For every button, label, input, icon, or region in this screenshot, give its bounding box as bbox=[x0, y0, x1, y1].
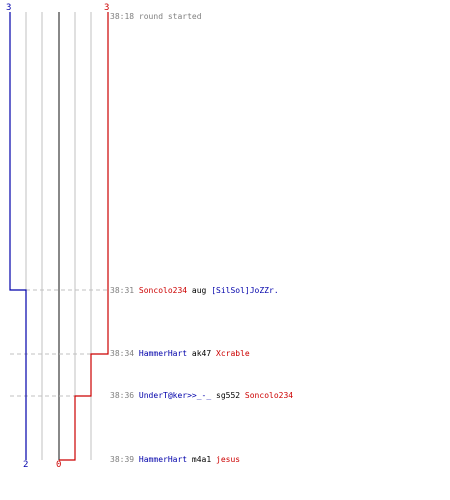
event-round-start: 38:18 round started bbox=[110, 12, 202, 22]
event-kill: 38:36 UnderT@ker>>_-_ sg552 Soncolo234 bbox=[110, 391, 293, 401]
red-start-score: 3 bbox=[104, 3, 110, 13]
event-time: 38:31 bbox=[110, 286, 135, 295]
event-weapon: ak47 bbox=[191, 349, 212, 358]
event-time: 38:39 bbox=[110, 455, 135, 464]
red-team-line bbox=[59, 12, 109, 461]
event-message: round started bbox=[138, 12, 202, 21]
event-killer: UnderT@ker>>_-_ bbox=[138, 391, 212, 400]
event-weapon: sg552 bbox=[216, 391, 241, 400]
event-kill: 38:34 HammerHart ak47 Xcrable bbox=[110, 349, 250, 359]
blue-start-score: 3 bbox=[6, 3, 12, 13]
blue-end-score: 2 bbox=[23, 460, 29, 470]
event-victim: Soncolo234 bbox=[244, 391, 294, 400]
event-killer: HammerHart bbox=[138, 455, 188, 464]
event-killer: Soncolo234 bbox=[138, 286, 188, 295]
event-time: 38:18 bbox=[110, 12, 135, 21]
event-weapon: m4a1 bbox=[191, 455, 212, 464]
event-guides bbox=[10, 289, 108, 397]
event-kill: 38:31 Soncolo234 aug [SilSol]JoZZr. bbox=[110, 286, 279, 296]
event-killer: HammerHart bbox=[138, 349, 188, 358]
event-victim: Xcrable bbox=[216, 349, 250, 358]
event-time: 38:34 bbox=[110, 349, 135, 358]
event-weapon: aug bbox=[191, 286, 207, 295]
event-victim: jesus bbox=[216, 455, 241, 464]
red-end-score: 0 bbox=[56, 460, 62, 470]
event-victim: [SilSol]JoZZr. bbox=[211, 286, 279, 295]
blue-team-line bbox=[9, 12, 27, 460]
event-time: 38:36 bbox=[110, 391, 135, 400]
event-kill: 38:39 HammerHart m4a1 jesus bbox=[110, 455, 240, 465]
grid-lines bbox=[25, 12, 92, 460]
